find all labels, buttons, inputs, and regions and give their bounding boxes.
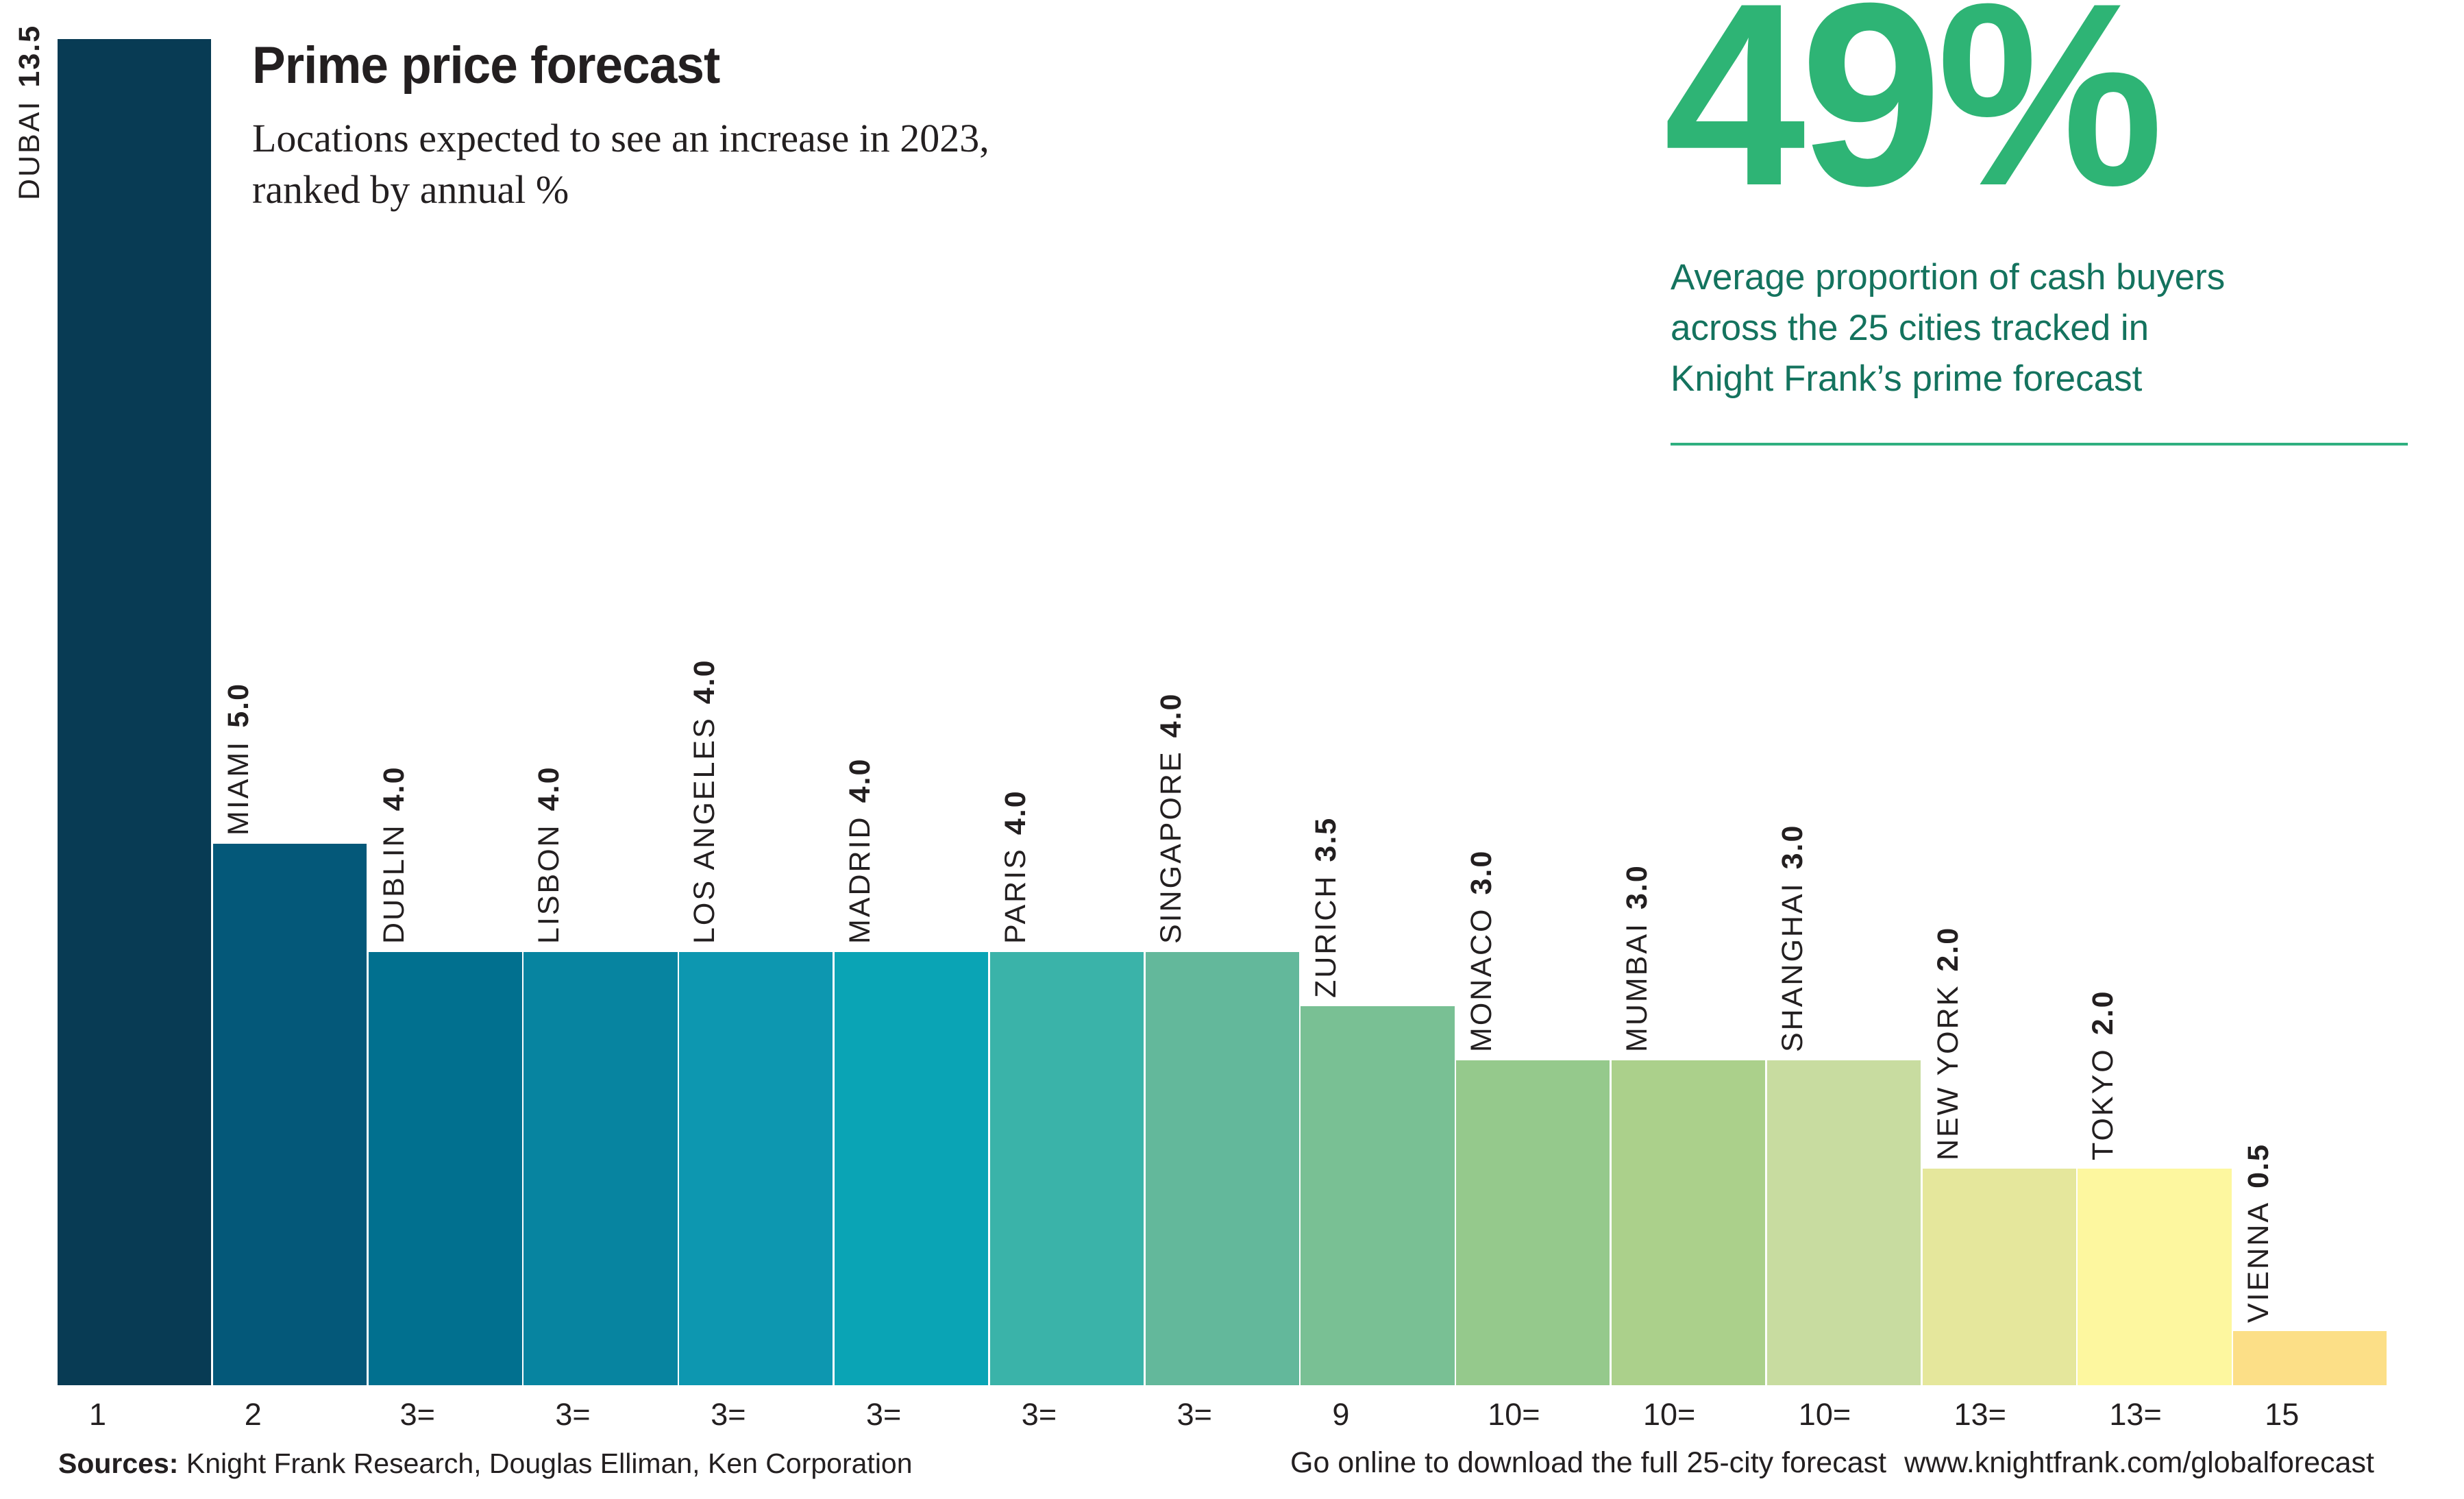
city-value: 4.0 [688, 659, 722, 705]
download-cta: Go online to download the full 25-city f… [1290, 1446, 2374, 1480]
bar-mumbai [1612, 1060, 1766, 1385]
rank-label-vienna: 15 [2265, 1397, 2300, 1432]
cta-url[interactable]: www.knightfrank.com/globalforecast [1904, 1446, 2374, 1479]
city-value: 4.0 [843, 757, 876, 803]
rank-label-miami: 2 [244, 1397, 262, 1432]
city-value: 2.0 [1931, 926, 1964, 972]
city-value: 0.5 [2242, 1143, 2276, 1189]
city-name: MIAMI [221, 740, 255, 836]
sources-label: Sources: [58, 1448, 179, 1479]
city-name: LOS ANGELES [688, 716, 722, 944]
rank-label-zurich: 9 [1332, 1397, 1350, 1432]
city-name: PARIS [998, 847, 1032, 944]
bar-paris [989, 952, 1144, 1385]
bar-label-singapore: SINGAPORE 4.0 [1154, 693, 1188, 944]
city-value: 4.0 [377, 766, 410, 812]
page-title: Prime price forecast [252, 36, 720, 95]
bar-label-zurich: ZURICH 3.5 [1309, 817, 1343, 998]
bar-label-dublin: DUBLIN 4.0 [377, 766, 411, 944]
bar-label-miami: MIAMI 5.0 [221, 683, 256, 836]
sources-note: Sources: Knight Frank Research, Douglas … [58, 1448, 913, 1480]
bar-label-vienna: VIENNA 0.5 [2241, 1143, 2276, 1323]
bar-dubai [58, 39, 212, 1385]
city-value: 5.0 [221, 683, 255, 728]
city-name: DUBLIN [377, 823, 410, 944]
city-name: MADRID [843, 815, 876, 944]
city-value: 3.0 [1621, 864, 1653, 910]
highlight-divider-rule [1671, 443, 2408, 446]
city-value: 3.5 [1309, 816, 1343, 862]
bar-miami [212, 844, 367, 1385]
city-value: 4.0 [532, 766, 566, 812]
city-value: 3.0 [1775, 824, 1809, 870]
bar-label-dubai: DUBAI 13.5 [12, 25, 47, 200]
bar-label-monaco: MONACO 3.0 [1464, 850, 1499, 1052]
rank-label-singapore: 3= [1176, 1397, 1212, 1432]
city-name: ZURICH [1309, 874, 1343, 998]
chart-subtitle-line1: Locations expected to see an increase in… [252, 116, 989, 160]
city-value: 3.0 [1465, 849, 1499, 895]
rank-label-dublin: 3= [399, 1397, 435, 1432]
bar-label-paris: PARIS 4.0 [998, 790, 1033, 944]
cash-buyers-description-line3: Knight Frank’s prime forecast [1671, 358, 2143, 399]
city-name: MONACO [1465, 907, 1499, 1053]
cash-buyers-stat: 49% [1664, 0, 2164, 240]
bar-label-madrid: MADRID 4.0 [843, 758, 877, 944]
rank-label-paris: 3= [1021, 1397, 1057, 1432]
city-name: TOKYO [2086, 1047, 2120, 1160]
rank-label-lisbon: 3= [555, 1397, 591, 1432]
city-name: SHANGHAI [1775, 881, 1809, 1052]
bar-monaco [1456, 1060, 1610, 1385]
rank-label-new-york: 13= [1954, 1397, 2006, 1432]
bar-zurich [1301, 1006, 1455, 1385]
city-name: SINGAPORE [1154, 750, 1187, 944]
city-name: LISBON [532, 823, 566, 944]
bar-madrid [835, 952, 989, 1385]
city-name: DUBAI [13, 99, 46, 200]
bar-label-los-angeles: LOS ANGELES 4.0 [687, 659, 722, 944]
city-name: VIENNA [2242, 1200, 2276, 1323]
bar-label-mumbai: MUMBAI 3.0 [1620, 864, 1654, 1052]
bar-shanghai [1766, 1060, 1921, 1385]
sources-text: Knight Frank Research, Douglas Elliman, … [178, 1448, 913, 1479]
chart-subtitle-line2: ranked by annual % [252, 167, 569, 212]
bar-label-new-york: NEW YORK 2.0 [1931, 927, 1965, 1160]
bar-tokyo [2078, 1169, 2232, 1385]
rank-label-tokyo: 13= [2109, 1397, 2162, 1432]
bar-dublin [368, 952, 522, 1385]
city-value: 4.0 [1154, 692, 1187, 738]
rank-label-dubai: 1 [89, 1397, 107, 1432]
rank-label-mumbai: 10= [1643, 1397, 1696, 1432]
rank-label-monaco: 10= [1488, 1397, 1540, 1432]
rank-label-los-angeles: 3= [711, 1397, 746, 1432]
city-value: 13.5 [13, 24, 46, 88]
city-name: NEW YORK [1931, 984, 1964, 1160]
city-name: MUMBAI [1621, 922, 1653, 1052]
cash-buyers-description-line1: Average proportion of cash buyers [1671, 257, 2226, 297]
chart-subtitle: Locations expected to see an increase in… [252, 112, 989, 215]
bar-los-angeles [679, 952, 833, 1385]
city-value: 2.0 [2086, 990, 2120, 1036]
rank-label-madrid: 3= [866, 1397, 902, 1432]
rank-label-shanghai: 10= [1798, 1397, 1851, 1432]
cash-buyers-description: Average proportion of cash buyers across… [1671, 252, 2225, 404]
city-value: 4.0 [998, 790, 1032, 836]
bar-vienna [2233, 1331, 2387, 1385]
bar-singapore [1145, 952, 1299, 1385]
bar-label-shanghai: SHANGHAI 3.0 [1775, 825, 1810, 1052]
bar-lisbon [523, 952, 678, 1385]
bar-label-tokyo: TOKYO 2.0 [2086, 990, 2120, 1160]
cash-buyers-description-line2: across the 25 cities tracked in [1671, 308, 2149, 348]
bar-new-york [1922, 1169, 2076, 1385]
cta-text: Go online to download the full 25-city f… [1290, 1446, 1887, 1479]
bar-label-lisbon: LISBON 4.0 [532, 766, 566, 944]
